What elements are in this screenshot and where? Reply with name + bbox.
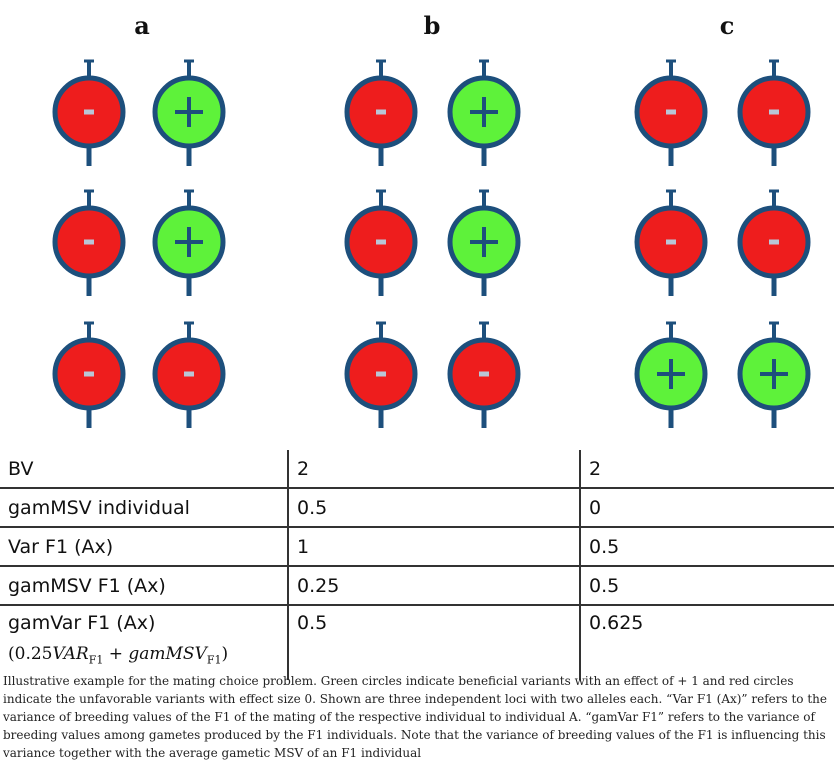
table-row-var-f1: Var F1 (Ax) 1 0.5 [0,527,834,567]
value-c-gammsv-individual: 0 [579,488,834,528]
gamvar-label: gamVar F1 (Ax) [8,612,156,634]
unfavorable-allele-icon: - [737,189,811,296]
value-c-var-f1: 0.5 [579,527,834,567]
beneficial-allele-icon: + [737,321,811,428]
table-row-gammsv-individual: gamMSV individual 0.5 0 [0,488,834,528]
info-table: BV 2 2 gamMSV individual 0.5 0 Var F1 (A… [0,450,834,680]
unfavorable-allele-icon: - [152,321,226,428]
row-label-var-f1: Var F1 (Ax) [0,527,288,567]
table-row-gamvar-f1: gamVar F1 (Ax) (0.25VARF1 + gamMSVF1) 0.… [0,605,834,680]
unfavorable-allele-icon: - [52,59,126,166]
unfavorable-allele-icon: - [344,189,418,296]
figure-caption: Illustrative example for the mating choi… [3,674,827,760]
formula-var: VAR [52,644,89,664]
value-b-bv: 2 [287,450,580,489]
panel-label-c: c [720,11,735,40]
row-label-bv: BV [0,450,288,489]
panel-c: c----++ [634,11,811,428]
value-b-var-f1: 1 [287,527,580,567]
beneficial-allele-icon: + [447,189,521,296]
unfavorable-allele-icon: - [634,189,708,296]
formula-sub-var: F1 [88,653,104,667]
table-row-bv: BV 2 2 [0,450,834,489]
value-b-gammsv-f1: 0.25 [287,566,580,606]
formula-sub-gammsv: F1 [206,653,222,667]
unfavorable-allele-icon: - [737,59,811,166]
row-label-gammsv-individual: gamMSV individual [0,488,288,528]
table-row-gammsv-f1: gamMSV F1 (Ax) 0.25 0.5 [0,566,834,606]
row-label-gamvar-f1: gamVar F1 (Ax) (0.25VARF1 + gamMSVF1) [0,605,288,680]
panel-label-a: a [134,11,150,40]
unfavorable-allele-icon: - [634,59,708,166]
unfavorable-allele-icon: - [52,189,126,296]
formula-gammsv: gamMSV [128,644,207,664]
row-label-gammsv-f1: gamMSV F1 (Ax) [0,566,288,606]
panel-a: a-+-+-- [52,11,226,428]
gamvar-formula: (0.25VARF1 + gamMSVF1) [8,644,287,666]
beneficial-allele-icon: + [152,59,226,166]
beneficial-allele-icon: + [634,321,708,428]
formula-close: ) [221,644,229,664]
unfavorable-allele-icon: - [344,321,418,428]
loci-diagram: a-+-+-- b-+-+-- c----++ [52,11,811,428]
panel-b: b-+-+-- [344,11,521,428]
value-c-bv: 2 [579,450,834,489]
beneficial-allele-icon: + [447,59,521,166]
value-b-gammsv-individual: 0.5 [287,488,580,528]
unfavorable-allele-icon: - [344,59,418,166]
unfavorable-allele-icon: - [52,321,126,428]
formula-open: (0.25 [8,644,53,664]
unfavorable-allele-icon: - [447,321,521,428]
panel-label-b: b [424,11,441,40]
value-b-gamvar-f1: 0.5 [287,605,580,680]
value-c-gammsv-f1: 0.5 [579,566,834,606]
value-c-gamvar-f1: 0.625 [579,605,834,680]
formula-plus: + [103,644,129,664]
beneficial-allele-icon: + [152,189,226,296]
